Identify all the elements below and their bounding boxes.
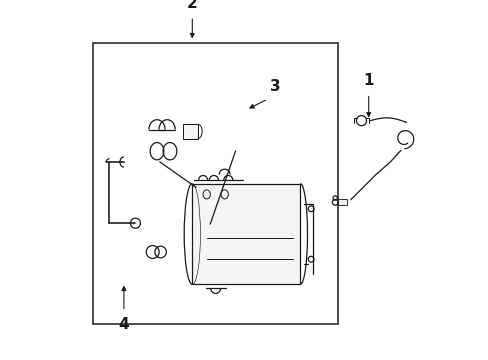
Bar [183, 124, 197, 139]
Bar [337, 199, 346, 205]
Bar [93, 43, 337, 324]
Text: 4: 4 [119, 317, 129, 332]
FancyBboxPatch shape [192, 184, 300, 284]
Text: 2: 2 [186, 0, 197, 11]
Text: 1: 1 [363, 73, 373, 88]
Text: 3: 3 [269, 78, 280, 94]
